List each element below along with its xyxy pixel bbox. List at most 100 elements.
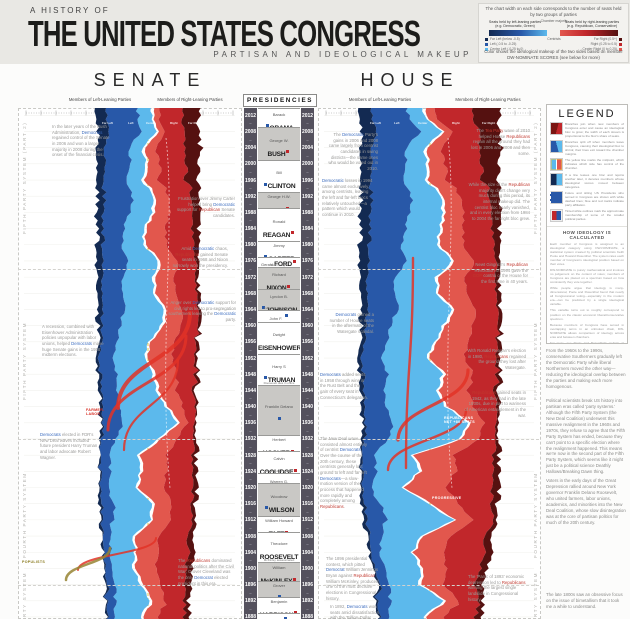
year-minor-tick: – [306, 411, 309, 417]
centrists-label: Centrists [547, 37, 561, 41]
year-minor-tick: – [249, 573, 252, 579]
header-kicker: A HISTORY OF [30, 6, 110, 15]
chart-annotation: Frustration over Jimmy Carter helped bri… [176, 196, 235, 219]
year-minor-tick: – [306, 460, 309, 466]
senate-streamgraph [24, 108, 235, 619]
year-label: 1952 [301, 355, 314, 362]
commentary-paragraph: Voters in the early days of the Great De… [546, 478, 626, 525]
year-label: 1980 [301, 242, 314, 249]
year-minor-tick: – [306, 444, 309, 450]
realignment-ribbon [64, 546, 112, 582]
year-label: 1940 [244, 404, 257, 411]
presidential-transition-note: McKinley assassinated [263, 557, 295, 562]
president-box: HerbertHOOVER [258, 434, 300, 453]
year-label: 2000 [244, 161, 257, 168]
year-label: 1968 [301, 290, 314, 297]
era-boundary-line [318, 269, 539, 271]
far-right-bloc [181, 108, 204, 619]
year-label: 1904 [244, 549, 257, 556]
year-label: 1976 [301, 258, 314, 265]
year-minor-tick: – [249, 346, 252, 352]
year-label: 1900 [301, 565, 314, 572]
year-label: 1988 [244, 209, 257, 216]
year-minor-tick: – [249, 152, 252, 158]
year-minor-tick: – [306, 136, 309, 142]
year-label: 1964 [244, 306, 257, 313]
bloc-label: Far Left [102, 121, 114, 125]
year-minor-tick: – [306, 427, 309, 433]
president-box: Gerald FORD [258, 256, 300, 267]
year-minor-tick: – [249, 524, 252, 530]
era-label: FIFTH PARTY SYSTEM [533, 321, 538, 401]
year-minor-tick: – [306, 524, 309, 530]
stream-party-label: POPULISTS [22, 560, 46, 564]
era-label: FOURTH PARTY SYSTEM [533, 472, 538, 558]
bloc-move-icon [550, 173, 563, 187]
year-label: 1952 [244, 355, 257, 362]
center-left-swatch-icon [485, 47, 488, 51]
center-right-swatch-label: Center Right (0 to 0.25) [582, 46, 617, 51]
year-label: 2008 [244, 128, 257, 135]
year-minor-tick: – [249, 136, 252, 142]
president-box: William HowardTAFT [258, 515, 300, 534]
year-minor-tick: – [249, 233, 252, 239]
year-minor-tick: – [306, 314, 309, 320]
year-strip-left: 2012–2008–2004–2000–1996–1992–1988–1984–… [244, 108, 257, 619]
how-ideology-paragraph: While people argue that ideology is many… [550, 286, 624, 307]
year-minor-tick: – [249, 395, 252, 401]
chart-annotation: Democrats gained a number of House seats… [329, 312, 374, 335]
realignment-ribbon [396, 368, 470, 442]
chart-annotation: In the later years of the Bush Administr… [52, 124, 110, 158]
year-minor-tick: – [249, 508, 252, 514]
year-label: 1888 [244, 614, 257, 619]
senate-left-axis-label: Members of Left-Leaning Parties [68, 97, 132, 102]
year-minor-tick: – [249, 541, 252, 547]
center-right-swatch-icon [619, 47, 622, 51]
year-label: 1912 [301, 517, 314, 524]
year-label: 1912 [244, 517, 257, 524]
right-bloc [434, 108, 501, 619]
how-ideology-paragraphs: Each member of Congress is assigned to a… [547, 242, 627, 343]
era-boundary-line [18, 438, 240, 440]
year-label: 1916 [244, 501, 257, 508]
year-label: 1908 [301, 533, 314, 540]
year-label: 2008 [301, 128, 314, 135]
year-minor-tick: – [249, 120, 252, 126]
president-box: Grover CLEVELAND [258, 612, 300, 619]
presidencies-header: PRESIDENCIES [243, 94, 317, 107]
era-label: FIFTH PARTY SYSTEM (PART 2) [22, 121, 27, 235]
year-minor-tick: – [249, 492, 252, 498]
president-box: RichardNIXON [258, 266, 300, 294]
majority-marker-label: Chamber majority [540, 19, 568, 23]
year-minor-tick: – [306, 201, 309, 207]
year-label: 1972 [244, 274, 257, 281]
year-label: 1992 [244, 193, 257, 200]
year-label: 1928 [301, 452, 314, 459]
left-parties-bar [489, 30, 547, 36]
stream-party-label: FARMER-LABOR [86, 408, 105, 417]
president-box: George H.W.BUSH [258, 192, 300, 210]
year-minor-tick: – [249, 411, 252, 417]
year-label: 1936 [244, 420, 257, 427]
senate-title: SENATE [93, 70, 207, 90]
year-label: 2012 [301, 112, 314, 119]
year-minor-tick: – [306, 476, 309, 482]
year-minor-tick: – [249, 298, 252, 304]
year-label: 2000 [301, 161, 314, 168]
year-label: 1896 [301, 582, 314, 589]
year-minor-tick: – [306, 573, 309, 579]
width-legend-top-text: The chart width on each side corresponds… [485, 6, 622, 17]
chart-annotation: The 1896 presidential contest, which pit… [326, 556, 379, 601]
house-streamgraph [324, 108, 534, 619]
stream-party-label: PROGRESSIVE [432, 496, 462, 500]
year-minor-tick: – [306, 298, 309, 304]
legend-item-text: Branches join when new members of Congre… [565, 122, 624, 139]
year-minor-tick: – [306, 217, 309, 223]
far-left-bloc [356, 108, 382, 619]
chart-annotation: Democrats added seats in 1958 through wi… [320, 372, 368, 400]
center-right-bloc [403, 108, 486, 619]
year-minor-tick: – [306, 233, 309, 239]
year-label: 1888 [301, 614, 314, 619]
realignment-ribbon [116, 311, 192, 410]
bloc-label: Far Right [482, 121, 496, 125]
